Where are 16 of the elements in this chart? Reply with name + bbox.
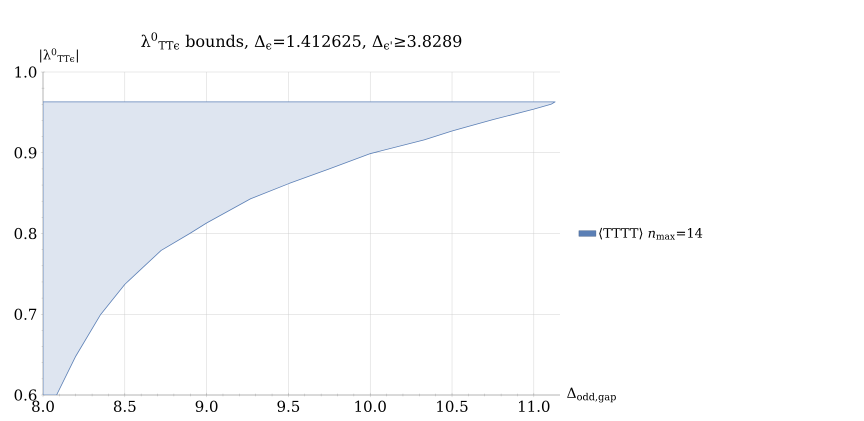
x-axis-title: Δ$_{odd,gap}$ [567,388,616,402]
y-tick-label: 0.8 [14,228,36,240]
y-tick-label: 0.9 [14,147,36,158]
y-tick-label: 0.7 [14,308,36,320]
y-tick-label: 0.6 [14,389,36,401]
x-tick-label: 9.0 [196,400,218,412]
x-tick-label: 10.0 [355,400,386,412]
x-tick-label: 10.5 [437,400,468,412]
x-tick-label: 8.0 [32,400,54,412]
legend-label: ⟨TTTT⟩ n$_{max}$=14 [599,228,702,240]
chart-title: λ$^{0}$$_{TTϵ}$ bounds, Δ$_{ϵ}$=1.412625, Δ$_{ϵ'}$≥3.8289 [141,32,462,50]
x-tick-label: 11.0 [519,400,550,412]
y-tick-label: 1.0 [15,66,36,78]
y-axis-title: |λ$^{0}$$_{TTϵ}$| [40,48,78,62]
x-tick-label: 9.5 [277,400,300,412]
x-tick-label: 8.5 [114,400,136,412]
